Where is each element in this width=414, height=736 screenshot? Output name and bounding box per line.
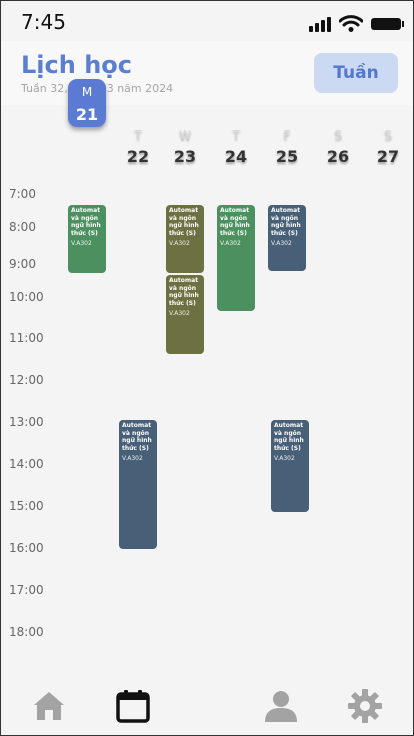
hour-label: 9:00 (9, 257, 36, 271)
class-event[interactable]: Automat và ngôn ngữ hình thức (S) V.A302 (68, 205, 106, 273)
day-number: 23 (173, 147, 197, 166)
day-letter: S (384, 128, 392, 142)
day-letter: T (134, 128, 142, 142)
day-wednesday[interactable]: W 23 (165, 127, 205, 166)
event-room: V.A302 (274, 455, 295, 462)
bottom-nav (1, 669, 413, 735)
day-number: 21 (75, 105, 99, 124)
event-name: Automat và ngôn ngữ hình thức (S) (274, 422, 304, 452)
calendar-icon (116, 690, 150, 723)
hour-label: 16:00 (9, 541, 44, 555)
day-letter: M (81, 85, 93, 99)
event-name: Automat và ngôn ngữ hình thức (S) (169, 277, 199, 307)
day-letter: S (334, 128, 342, 142)
event-name: Automat và ngôn ngữ hình thức (S) (71, 207, 101, 237)
hour-label: 17:00 (9, 583, 44, 597)
day-number: 24 (224, 147, 248, 166)
page-header: Lịch học Tuần 32, tháng 3 năm 2024 Tuần (1, 41, 413, 105)
nav-settings[interactable] (347, 689, 383, 723)
hour-label: 18:00 (9, 625, 44, 639)
user-icon (265, 691, 297, 722)
nav-profile[interactable] (263, 689, 299, 723)
home-icon (34, 692, 64, 720)
event-name: Automat và ngôn ngữ hình thức (S) (169, 207, 199, 237)
day-thursday[interactable]: T 24 (216, 127, 256, 166)
hour-label: 15:00 (9, 499, 44, 513)
day-number: 26 (326, 147, 350, 166)
class-event[interactable]: Automat và ngôn ngữ hình thức (S) V.A302 (166, 205, 204, 273)
hour-label: 10:00 (9, 290, 44, 304)
hour-label: 14:00 (9, 457, 44, 471)
day-friday[interactable]: F 25 (267, 127, 307, 166)
event-room: V.A302 (71, 240, 92, 247)
status-bar: 7:45 (1, 1, 413, 41)
status-icons (309, 12, 404, 32)
event-name: Automat và ngôn ngữ hình thức (S) (271, 207, 301, 237)
day-number: 22 (126, 147, 150, 166)
hour-label: 13:00 (9, 415, 44, 429)
event-name: Automat và ngôn ngữ hình thức (S) (122, 422, 152, 452)
wifi-icon (339, 15, 363, 32)
hour-label: 11:00 (9, 331, 44, 345)
day-letter: W (179, 128, 191, 142)
day-saturday[interactable]: S 26 (318, 127, 358, 166)
nav-home[interactable] (31, 689, 67, 723)
class-event[interactable]: Automat và ngôn ngữ hình thức (S) V.A302 (166, 275, 204, 354)
class-event[interactable]: Automat và ngôn ngữ hình thức (S) V.A302 (217, 205, 255, 311)
day-letter: T (232, 128, 240, 142)
day-monday[interactable]: M 21 (68, 79, 106, 127)
event-room: V.A302 (220, 240, 241, 247)
hour-label: 8:00 (9, 220, 36, 234)
page-title: Lịch học (21, 51, 132, 79)
signal-icon (309, 16, 331, 32)
battery-icon (371, 18, 404, 30)
class-event[interactable]: Automat và ngôn ngữ hình thức (S) V.A302 (119, 420, 157, 549)
event-room: V.A302 (122, 455, 143, 462)
class-event[interactable]: Automat và ngôn ngữ hình thức (S) V.A302 (268, 205, 306, 271)
nav-calendar[interactable] (115, 689, 151, 723)
day-number: 27 (376, 147, 400, 166)
class-event[interactable]: Automat và ngôn ngữ hình thức (S) V.A302 (271, 420, 309, 512)
gear-icon (348, 689, 382, 723)
hour-label: 7:00 (9, 187, 36, 201)
hour-label: 12:00 (9, 373, 44, 387)
day-letter: F (283, 128, 291, 142)
day-tuesday[interactable]: T 22 (118, 127, 158, 166)
status-time: 7:45 (21, 10, 66, 34)
event-name: Automat và ngôn ngữ hình thức (S) (220, 207, 250, 237)
day-number: 25 (275, 147, 299, 166)
week-view-button[interactable]: Tuần (314, 53, 398, 93)
event-room: V.A302 (271, 240, 292, 247)
event-room: V.A302 (169, 240, 190, 247)
event-room: V.A302 (169, 310, 190, 317)
day-sunday[interactable]: S 27 (368, 127, 408, 166)
